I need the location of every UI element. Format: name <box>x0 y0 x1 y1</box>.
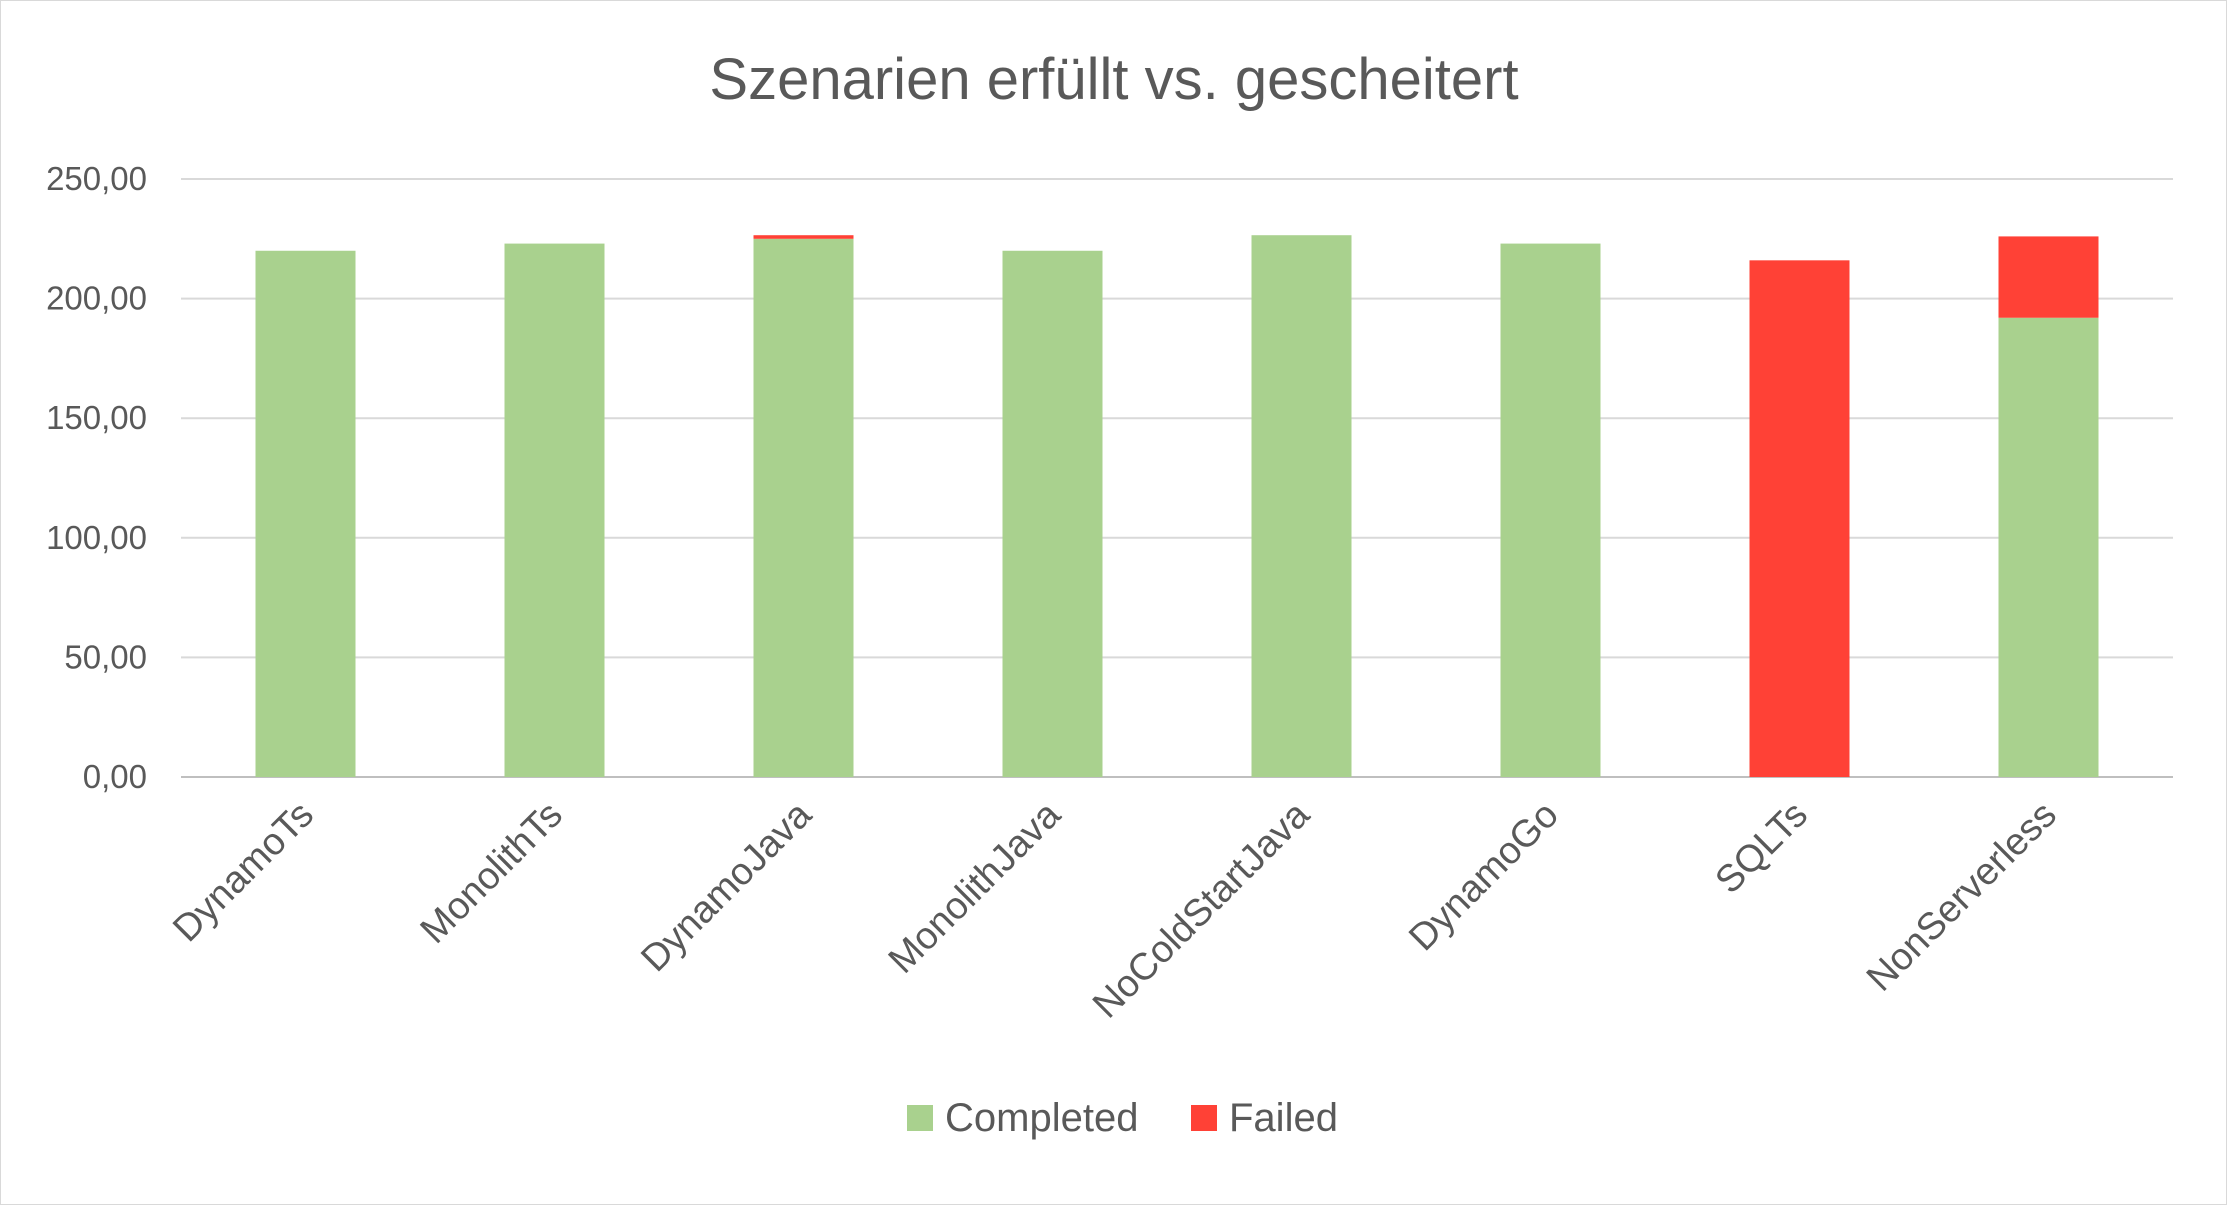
bar-completed-monolithts <box>504 243 605 778</box>
y-tick-label: 200,00 <box>46 280 147 317</box>
bar-failed-dynamojava <box>753 235 854 239</box>
bar-completed-dynamots <box>255 250 356 777</box>
x-tick-label: DynamoJava <box>633 793 820 980</box>
x-tick-label: MonolithTs <box>413 794 571 952</box>
x-tick-label: SQLTs <box>1708 794 1816 902</box>
bar-completed-dynamojava <box>753 238 854 778</box>
legend-label-completed: Completed <box>945 1096 1138 1140</box>
bars <box>255 235 2099 778</box>
x-tick-label: NoColdStartJava <box>1085 793 1318 1026</box>
y-axis-tick-labels: 0,00 50,00 100,00 150,00 200,00 250,00 <box>46 160 147 795</box>
x-axis-tick-labels: DynamoTs MonolithTs DynamoJava MonolithJava… <box>165 793 2065 1026</box>
y-tick-label: 100,00 <box>46 519 147 556</box>
y-tick-label: 0,00 <box>83 758 147 795</box>
x-tick-label: DynamoGo <box>1401 794 1567 960</box>
bar-completed-monolithjava <box>1002 250 1103 777</box>
x-tick-label: DynamoTs <box>165 794 322 951</box>
bar-completed-dynamogo <box>1500 243 1601 778</box>
bar-completed-nonserverless <box>1998 317 2099 777</box>
legend-swatch-failed <box>1191 1105 1217 1131</box>
y-tick-label: 250,00 <box>46 160 147 197</box>
grid-lines <box>181 178 2173 778</box>
x-tick-label: NonServerless <box>1859 794 2065 1000</box>
y-tick-label: 50,00 <box>64 638 147 675</box>
x-tick-label: MonolithJava <box>881 793 1070 982</box>
chart-title: Szenarien erfüllt vs. gescheitert <box>709 47 1518 112</box>
legend: Completed Failed <box>907 1096 1338 1140</box>
legend-label-failed: Failed <box>1229 1096 1338 1140</box>
bar-completed-nocoldstartjava <box>1251 235 1352 777</box>
legend-swatch-completed <box>907 1105 933 1131</box>
bar-failed-nonserverless <box>1998 236 2099 318</box>
y-tick-label: 150,00 <box>46 399 147 436</box>
bar-failed-sqlts <box>1749 260 1850 777</box>
